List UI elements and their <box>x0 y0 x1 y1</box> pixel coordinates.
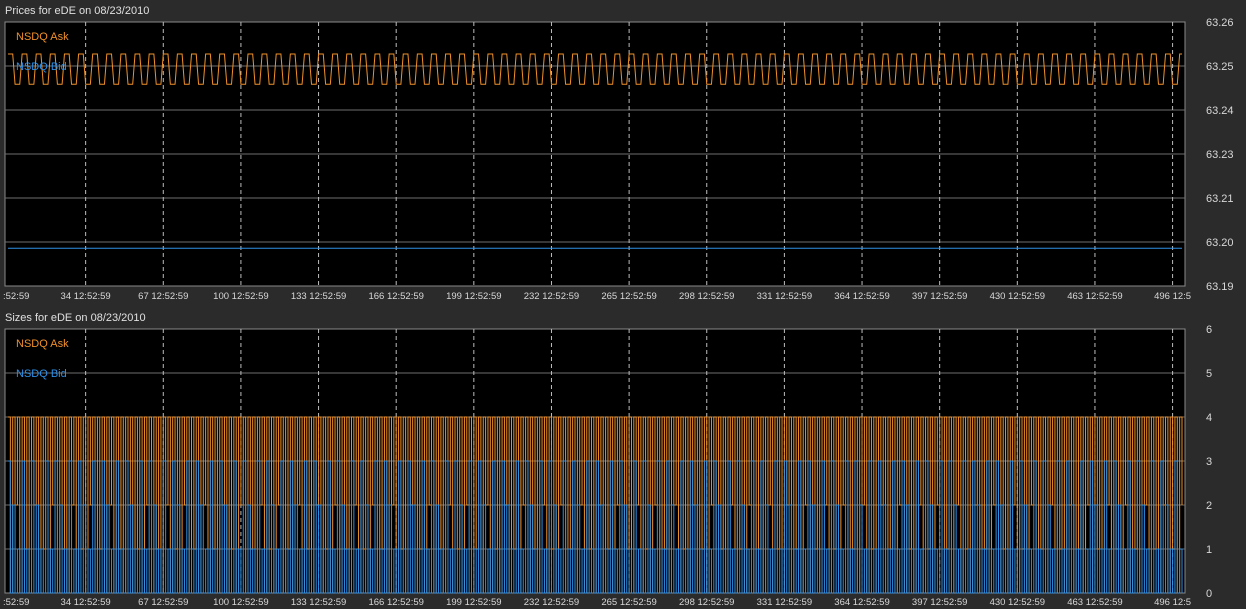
price-x-tick-label: 265 12:52:59 <box>601 291 656 302</box>
price-x-tick-label: 232 12:52:59 <box>524 291 579 302</box>
price-x-tick-label: 100 12:52:59 <box>213 291 268 302</box>
size-x-tick-label: 166 12:52:59 <box>368 597 423 608</box>
price-x-tick-label: 496 12:5 <box>1154 291 1191 302</box>
price-x-tick-label: 67 12:52:59 <box>138 291 188 302</box>
size-legend-ask: NSDQ Ask <box>16 338 69 350</box>
size-x-tick-label: 67 12:52:59 <box>138 597 188 608</box>
size-y-tick-label: 0 <box>1206 588 1212 600</box>
size-y-tick-label: 4 <box>1206 412 1212 424</box>
size-x-tick-label: 265 12:52:59 <box>601 597 656 608</box>
price-x-tick-label: 34 12:52:59 <box>61 291 111 302</box>
size-x-tick-label: 34 12:52:59 <box>61 597 111 608</box>
price-x-tick-label: 430 12:52:59 <box>990 291 1045 302</box>
price-y-tick-label: 63.24 <box>1206 105 1234 117</box>
size-x-tick-label: 298 12:52:59 <box>679 597 734 608</box>
price-legend-bid: NSDQ Bid <box>16 61 67 73</box>
price-series-ask <box>8 53 1182 85</box>
size-y-tick-labels: 0 1 2 3 4 5 6 <box>1206 324 1212 600</box>
size-chart-panel: Sizes for eDE on 08/23/2010 0 1 2 3 4 5 6 :52:… <box>3 312 1212 608</box>
price-x-tick-label: 199 12:52:59 <box>446 291 501 302</box>
price-legend: NSDQ Ask NSDQ Bid <box>16 31 69 73</box>
price-y-tick-label: 63.25 <box>1206 61 1234 73</box>
price-x-tick-label: 364 12:52:59 <box>834 291 889 302</box>
price-y-tick-label: 63.26 <box>1206 17 1234 29</box>
size-y-tick-label: 5 <box>1206 368 1212 380</box>
price-x-tick-label: 331 12:52:59 <box>757 291 812 302</box>
size-x-tick-label: :52:59 <box>3 597 29 608</box>
size-legend-bid: NSDQ Bid <box>16 368 67 380</box>
price-y-tick-label: 63.19 <box>1206 281 1234 293</box>
size-x-tick-label: 364 12:52:59 <box>834 597 889 608</box>
size-x-tick-label: 100 12:52:59 <box>213 597 268 608</box>
price-chart-title: Prices for eDE on 08/23/2010 <box>5 5 149 17</box>
price-x-tick-label: 166 12:52:59 <box>368 291 423 302</box>
size-x-tick-label: 133 12:52:59 <box>291 597 346 608</box>
price-x-tick-label: 133 12:52:59 <box>291 291 346 302</box>
size-series-bid <box>8 460 1183 594</box>
size-series <box>8 416 1183 594</box>
price-series <box>8 53 1182 249</box>
size-x-tick-label: 496 12:5 <box>1154 597 1191 608</box>
size-y-tick-label: 1 <box>1206 544 1212 556</box>
price-legend-ask: NSDQ Ask <box>16 31 69 43</box>
size-x-tick-label: 463 12:52:59 <box>1067 597 1122 608</box>
size-x-tick-label: 430 12:52:59 <box>990 597 1045 608</box>
price-x-tick-label: 463 12:52:59 <box>1067 291 1122 302</box>
price-x-tick-label: :52:59 <box>3 291 29 302</box>
size-x-tick-label: 397 12:52:59 <box>912 597 967 608</box>
price-x-tick-label: 298 12:52:59 <box>679 291 734 302</box>
price-chart-panel: Prices for eDE on 08/23/2010 63.1963.206… <box>3 5 1234 302</box>
price-y-tick-labels: 63.19 63.20 63.21 63.23 63.24 63.25 63.26 <box>1206 17 1234 293</box>
size-y-tick-label: 6 <box>1206 324 1212 336</box>
size-x-tick-label: 199 12:52:59 <box>446 597 501 608</box>
price-gridlines <box>5 22 1185 286</box>
size-y-tick-label: 3 <box>1206 456 1212 468</box>
price-x-tick-label: 397 12:52:59 <box>912 291 967 302</box>
size-y-tick-label: 2 <box>1206 500 1212 512</box>
size-x-tick-label: 232 12:52:59 <box>524 597 579 608</box>
size-x-tick-label: 331 12:52:59 <box>757 597 812 608</box>
price-y-tick-label: 63.23 <box>1206 149 1234 161</box>
price-y-tick-label: 63.21 <box>1206 193 1234 205</box>
size-chart-title: Sizes for eDE on 08/23/2010 <box>5 312 146 324</box>
price-x-tick-labels: :52:59 34 12:52:59 67 12:52:59 100 12:52:59… <box>3 291 1191 302</box>
price-y-tick-label: 63.20 <box>1206 237 1234 249</box>
size-x-tick-labels: :52:59 34 12:52:59 67 12:52:59 100 12:52:59… <box>3 597 1191 608</box>
size-legend: NSDQ Ask NSDQ Bid <box>16 338 69 380</box>
